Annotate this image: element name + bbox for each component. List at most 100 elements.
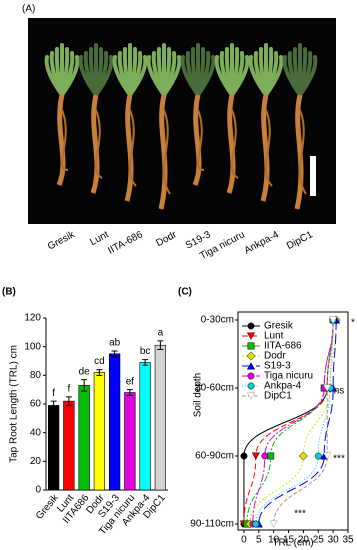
bar: [78, 385, 90, 491]
root: [60, 109, 69, 171]
legend-label: Ankpa-4: [264, 381, 302, 392]
significance: ***: [294, 509, 306, 520]
root: [162, 109, 171, 195]
y-tick-label: 60-90cm: [195, 451, 234, 462]
y-axis-label: Soil depth: [193, 373, 204, 417]
marker: [251, 452, 260, 460]
marker: [247, 382, 255, 390]
error-bar: [126, 389, 133, 396]
panel-label: (B): [2, 287, 16, 298]
marker: [246, 392, 256, 400]
root: [158, 94, 168, 210]
y-tick-label: 120: [24, 313, 41, 324]
plant-label: Gresik: [46, 229, 78, 253]
legend-label: IITA-686: [264, 341, 302, 352]
error-bar: [50, 400, 57, 411]
x-tick-label: 0: [241, 535, 247, 546]
bar: [93, 372, 106, 491]
marker: [247, 342, 255, 350]
significance-letter: ab: [109, 338, 121, 349]
plant-label: IITA-686: [106, 229, 145, 257]
plot-frame: [237, 311, 349, 531]
y-tick-label: 0-30cm: [201, 315, 234, 326]
x-axis-label: TRL (cm): [272, 538, 313, 549]
root: [260, 94, 270, 202]
bar: [63, 400, 75, 491]
y-tick-label: 40: [30, 427, 42, 438]
leaf: [94, 55, 114, 97]
legend-label: Tiga nicuru: [264, 371, 313, 382]
significance-letter: cd: [94, 356, 105, 367]
series-line: [252, 319, 334, 525]
bar: [154, 344, 167, 491]
significance: ***: [333, 454, 345, 465]
marker: [261, 452, 269, 460]
bar: [139, 362, 151, 491]
root: [298, 109, 307, 195]
significance-letter: f: [67, 383, 70, 394]
leaf: [230, 55, 250, 97]
photo: [28, 18, 336, 224]
root: [294, 94, 304, 210]
error-bar: [81, 379, 88, 392]
bar: [124, 392, 136, 491]
y-tick-label: 100: [24, 341, 41, 352]
error-bar: [96, 369, 103, 376]
significance-letter: a: [158, 328, 164, 339]
significance: ns: [334, 386, 345, 397]
y-tick-label: 80: [30, 370, 42, 381]
significance-letter: de: [79, 366, 91, 377]
scale-bar: [310, 156, 316, 196]
x-tick-label: 5: [256, 535, 262, 546]
significance-letter: bc: [140, 346, 151, 357]
leaf: [128, 55, 148, 97]
root: [94, 109, 103, 179]
marker: [298, 451, 308, 461]
root: [128, 109, 137, 187]
root: [264, 109, 273, 187]
y-tick-label: 60: [30, 399, 42, 410]
series-line: [255, 319, 334, 525]
marker: [267, 452, 275, 460]
root: [90, 94, 100, 194]
marker: [323, 384, 332, 392]
marker: [246, 362, 256, 370]
series-line: [273, 319, 334, 525]
y-tick-label: 90-110cm: [190, 519, 234, 530]
error-bar: [142, 359, 149, 366]
marker: [247, 372, 255, 380]
marker: [252, 520, 260, 528]
marker: [314, 452, 322, 460]
bar: [108, 353, 121, 491]
root: [192, 94, 202, 187]
marker: [247, 322, 255, 330]
legend-label: Lunt: [264, 331, 284, 342]
marker: [246, 332, 256, 340]
plant-label: Ankpa-4: [243, 229, 281, 256]
plant-label: Dodr: [154, 229, 179, 249]
x-tick-label: 10: [268, 535, 280, 546]
panel-label: (C): [178, 287, 192, 298]
legend-label: DipC1: [264, 391, 292, 402]
marker: [246, 351, 256, 361]
leaf: [60, 55, 80, 97]
significance: *: [351, 318, 355, 329]
x-tick-label: 20: [298, 535, 310, 546]
significance-letter: ef: [126, 376, 135, 387]
series-line: [258, 319, 337, 525]
legend-label: Gresik: [264, 321, 294, 332]
marker: [323, 452, 332, 460]
leaf: [196, 55, 216, 97]
error-bar: [65, 396, 72, 406]
root: [56, 94, 66, 187]
root: [124, 94, 134, 202]
leaf: [264, 55, 284, 97]
panel-label: (A): [22, 4, 35, 15]
x-tick-label: 35: [342, 535, 354, 546]
leaf: [162, 55, 182, 97]
marker: [269, 520, 278, 528]
legend-label: Dodr: [264, 351, 286, 362]
root: [196, 109, 205, 171]
x-tick-label: 30: [328, 535, 340, 546]
plant-label: DipC1: [285, 229, 315, 252]
